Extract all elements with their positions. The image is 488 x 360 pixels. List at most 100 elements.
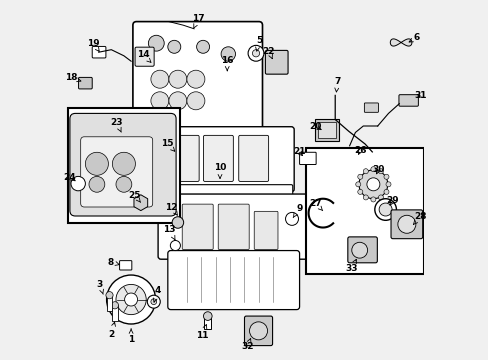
Bar <box>68 108 179 223</box>
Circle shape <box>252 50 259 57</box>
Circle shape <box>168 70 186 88</box>
Text: 22: 22 <box>262 47 275 59</box>
Circle shape <box>358 170 387 199</box>
Circle shape <box>203 312 212 320</box>
Circle shape <box>170 240 180 251</box>
Circle shape <box>374 199 396 220</box>
Text: 33: 33 <box>345 259 357 273</box>
Text: 27: 27 <box>309 199 322 211</box>
Circle shape <box>151 92 168 110</box>
Text: 31: 31 <box>414 91 427 100</box>
Text: 23: 23 <box>110 118 122 132</box>
Circle shape <box>186 70 204 88</box>
Bar <box>305 148 424 274</box>
Text: 18: 18 <box>64 73 81 82</box>
Bar <box>314 119 339 141</box>
Circle shape <box>397 215 415 233</box>
FancyBboxPatch shape <box>79 77 92 89</box>
Circle shape <box>148 35 164 51</box>
Circle shape <box>363 195 367 200</box>
Text: 2: 2 <box>108 322 115 338</box>
Circle shape <box>285 212 298 225</box>
Circle shape <box>106 275 155 324</box>
Circle shape <box>370 167 375 172</box>
FancyBboxPatch shape <box>92 46 106 58</box>
Circle shape <box>124 293 137 306</box>
Text: 25: 25 <box>128 191 141 202</box>
Text: 21: 21 <box>292 148 305 157</box>
Text: 15: 15 <box>161 139 174 151</box>
Circle shape <box>151 299 156 305</box>
Circle shape <box>383 174 388 179</box>
FancyBboxPatch shape <box>120 261 132 270</box>
Text: 20: 20 <box>309 122 321 131</box>
Circle shape <box>111 302 118 309</box>
Circle shape <box>355 182 360 187</box>
Circle shape <box>366 178 379 191</box>
Circle shape <box>196 40 209 53</box>
FancyBboxPatch shape <box>347 237 377 263</box>
FancyBboxPatch shape <box>254 211 277 249</box>
Text: 19: 19 <box>87 39 100 51</box>
Circle shape <box>247 45 264 61</box>
Text: 17: 17 <box>192 14 204 28</box>
FancyBboxPatch shape <box>158 194 307 259</box>
FancyBboxPatch shape <box>160 185 292 201</box>
Bar <box>318 122 335 138</box>
FancyBboxPatch shape <box>265 50 287 74</box>
Circle shape <box>112 152 135 175</box>
Circle shape <box>89 176 104 192</box>
Circle shape <box>357 174 362 179</box>
Circle shape <box>172 217 183 228</box>
Circle shape <box>85 152 108 175</box>
Circle shape <box>147 295 160 308</box>
FancyBboxPatch shape <box>203 135 233 181</box>
Circle shape <box>249 322 267 340</box>
Circle shape <box>168 92 186 110</box>
Circle shape <box>221 47 235 61</box>
Text: 16: 16 <box>221 56 233 71</box>
FancyBboxPatch shape <box>218 204 249 249</box>
Text: 1: 1 <box>128 329 134 343</box>
Circle shape <box>106 292 113 299</box>
Text: 5: 5 <box>255 36 262 51</box>
Text: 12: 12 <box>165 202 178 215</box>
FancyBboxPatch shape <box>70 113 176 216</box>
Text: 14: 14 <box>136 50 151 62</box>
Text: 24: 24 <box>63 173 76 182</box>
Text: 4: 4 <box>153 287 160 302</box>
Circle shape <box>151 70 168 88</box>
Circle shape <box>351 242 367 258</box>
Bar <box>204 318 211 329</box>
Text: 32: 32 <box>241 338 253 351</box>
Polygon shape <box>389 39 411 46</box>
Text: 10: 10 <box>213 163 226 178</box>
Circle shape <box>378 195 383 200</box>
Text: 26: 26 <box>353 146 366 155</box>
Polygon shape <box>134 195 147 211</box>
FancyBboxPatch shape <box>364 103 378 112</box>
Circle shape <box>363 169 367 174</box>
Text: 11: 11 <box>195 325 208 340</box>
FancyBboxPatch shape <box>135 47 154 66</box>
Circle shape <box>383 189 388 194</box>
FancyBboxPatch shape <box>390 210 422 239</box>
Circle shape <box>186 92 204 110</box>
Text: 30: 30 <box>371 166 384 175</box>
Circle shape <box>71 176 85 191</box>
Bar <box>106 295 112 311</box>
Text: 8: 8 <box>107 258 119 266</box>
Text: 9: 9 <box>293 204 302 218</box>
Text: 3: 3 <box>97 280 103 294</box>
FancyBboxPatch shape <box>398 95 418 106</box>
Text: 7: 7 <box>333 77 340 92</box>
Circle shape <box>167 40 181 53</box>
Text: 29: 29 <box>386 197 398 205</box>
FancyBboxPatch shape <box>167 251 299 310</box>
FancyBboxPatch shape <box>299 152 316 165</box>
Circle shape <box>357 189 362 194</box>
FancyBboxPatch shape <box>244 316 272 346</box>
FancyBboxPatch shape <box>182 204 213 249</box>
Circle shape <box>378 169 383 174</box>
Circle shape <box>116 176 132 192</box>
